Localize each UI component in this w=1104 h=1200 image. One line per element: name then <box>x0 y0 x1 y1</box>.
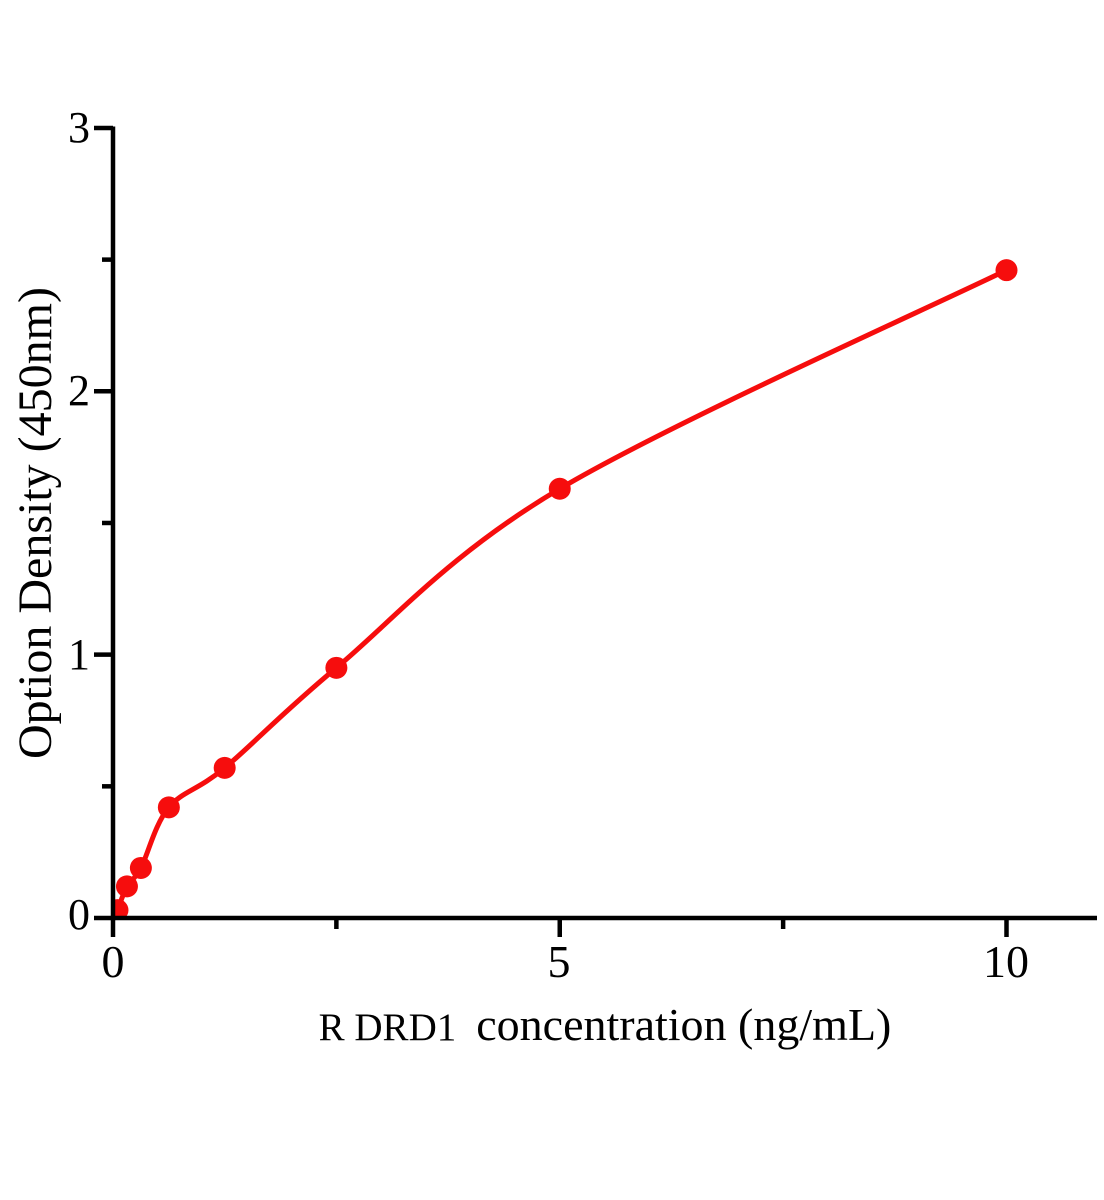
x-axis-title: R DRD1 concentration (ng/mL) <box>113 998 1097 1060</box>
y-axis-title: Option Density (450nm) <box>9 287 62 759</box>
x-tick-label-10: 10 <box>983 936 1029 987</box>
y-tick-label-1: 1 <box>68 630 90 679</box>
data-point <box>325 656 348 679</box>
x-tick-label-5: 5 <box>547 936 571 987</box>
x-tick-label-0: 0 <box>101 936 125 987</box>
x-axis-title-rest: concentration (ng/mL) <box>476 999 892 1050</box>
data-point <box>113 899 129 918</box>
data-point <box>548 477 571 500</box>
y-tick-label-2: 2 <box>68 366 90 415</box>
data-point <box>157 796 180 819</box>
data-point <box>995 259 1018 282</box>
fit-curve <box>113 267 1008 918</box>
y-tick-label-3: 3 <box>68 103 90 152</box>
data-point <box>129 856 152 879</box>
data-point <box>213 756 236 779</box>
x-axis-title-prefix: R DRD1 <box>318 1006 457 1049</box>
data-point <box>115 875 138 898</box>
data-layer <box>113 259 1018 918</box>
axes-layer <box>94 125 1097 937</box>
y-tick-label-0: 0 <box>68 890 90 939</box>
